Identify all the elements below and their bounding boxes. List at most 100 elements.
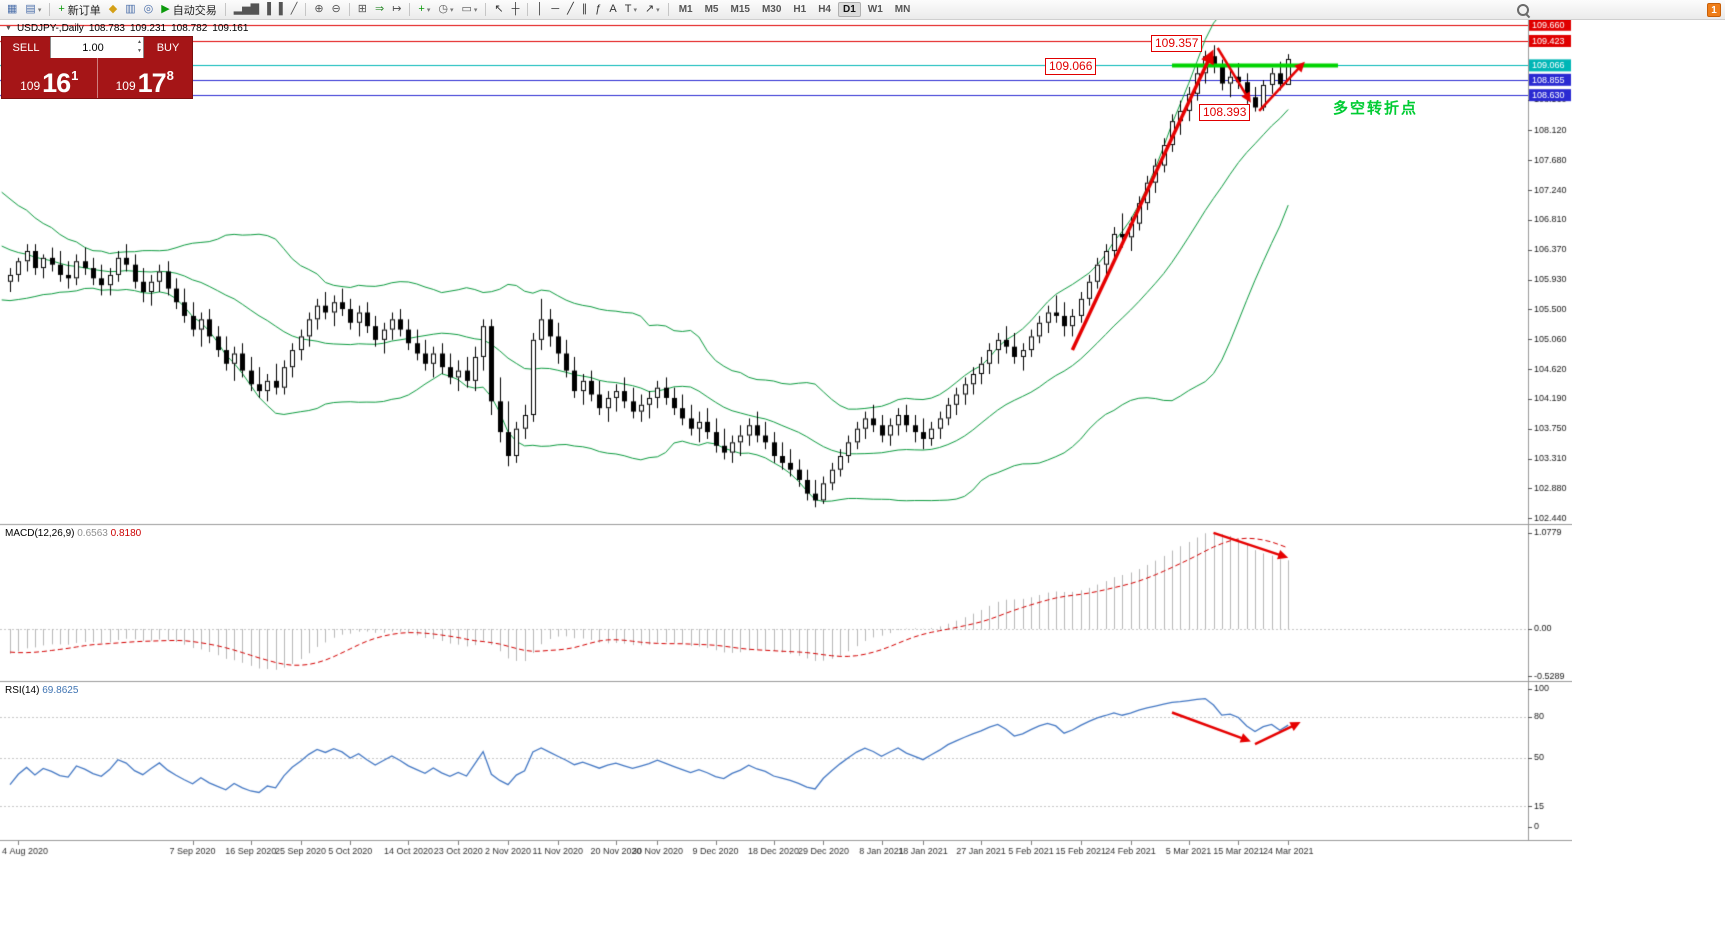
ohlc-open: 108.783 [88, 23, 125, 34]
timeframe-h1[interactable]: H1 [793, 4, 807, 15]
volume-stepper[interactable]: ▲ ▼ [137, 39, 142, 54]
vertical-line-icon[interactable]: │ [533, 1, 546, 18]
market-watch-icon[interactable]: ▥ [122, 1, 138, 18]
toolbar-separator [305, 3, 307, 16]
trendline-icon[interactable]: ╱ [564, 1, 577, 18]
new-order-button-label: 新订单 [67, 4, 101, 17]
buy-price-button[interactable]: 109 17 8 [98, 58, 193, 98]
annotation-peak-price[interactable]: 109.357 [1151, 35, 1203, 52]
line-chart-mode-icon[interactable]: ╱ [288, 1, 301, 18]
timeframe-m5[interactable]: M5 [704, 4, 719, 15]
equidistant-channel-icon[interactable]: ∥ [579, 1, 591, 18]
autotrading-button-label: 自动交易 [172, 4, 217, 17]
strategy-tester-icon-glyph: ◎ [143, 3, 154, 15]
chart-shift-icon[interactable]: ↦ [389, 1, 404, 18]
toolbar-separator [348, 3, 350, 16]
fibonacci-icon-glyph: ƒ [595, 3, 602, 15]
ask-prefix: 109 [115, 79, 136, 93]
timeframe-mn[interactable]: MN [894, 4, 911, 15]
autotrading-button[interactable]: ▶ 自动交易 [158, 1, 219, 18]
annotation-turning-point-text[interactable]: 多空转折点 [1333, 100, 1419, 117]
arrows-tool-icon[interactable]: ↗ ▾ [642, 1, 663, 18]
macd-value-main: 0.6563 [77, 528, 108, 539]
annotation-level-price[interactable]: 109.066 [1045, 58, 1097, 75]
text-label-icon-glyph: T [624, 3, 632, 15]
bar-chart-mode-icon-glyph: ▂▅▇ [233, 3, 260, 15]
timeframe-m30[interactable]: M30 [761, 4, 782, 15]
indicators-icon[interactable]: + ▾ [415, 1, 433, 18]
candlestick-mode-icon[interactable]: ▌▐ [264, 1, 286, 18]
buy-button[interactable]: BUY [144, 37, 192, 58]
zoom-out-icon[interactable]: ⊖ [329, 1, 344, 18]
timeframe-m1[interactable]: M1 [678, 4, 693, 15]
volume-field: ▲▼ [50, 37, 144, 58]
timeframe-m15[interactable]: M15 [730, 4, 750, 15]
toolbar-separator [527, 3, 529, 16]
timeframe-d1[interactable]: D1 [838, 2, 861, 17]
cursor-icon[interactable]: ↖ [491, 1, 506, 18]
metaeditor-icon[interactable]: ◆ [106, 1, 120, 18]
magnifier-glass [1517, 4, 1529, 16]
sell-price-button[interactable]: 109 16 1 [2, 58, 98, 98]
timeframe-buttons: M1 M5 M15 M30 H1 H4 D1 W1 MN [673, 2, 917, 17]
vertical-line-icon-glyph: │ [536, 3, 544, 15]
ask-big-digits: 17 [137, 68, 167, 98]
templates-icon[interactable]: ▭ ▾ [459, 1, 481, 18]
sell-button[interactable]: SELL [2, 37, 50, 58]
toolbar-separator [49, 3, 51, 16]
notification-badge[interactable]: 1 [1707, 3, 1721, 17]
line-chart-mode-icon-glyph: ╱ [290, 3, 298, 15]
chart-profiles-icon-caret: ▾ [37, 6, 42, 14]
crosshair-icon-glyph: ┼ [511, 3, 520, 15]
ohlc-low: 108.782 [171, 23, 208, 34]
equidistant-channel-icon-glyph: ∥ [581, 3, 588, 15]
chart-symbol-header: ▼ USDJPY-,Daily 108.783 109.231 108.782 … [5, 23, 248, 34]
zoom-in-icon[interactable]: ⊕ [311, 1, 326, 18]
volume-input[interactable] [51, 37, 143, 58]
auto-scroll-icon-glyph: ⇒ [374, 3, 385, 15]
search-icon[interactable] [1516, 3, 1531, 19]
auto-scroll-icon[interactable]: ⇒ [372, 1, 387, 18]
chart-profiles-icon[interactable]: ▤ ▾ [22, 1, 44, 18]
bar-chart-mode-icon[interactable]: ▂▅▇ [231, 1, 262, 18]
ask-pip-digit: 8 [166, 68, 174, 83]
timeframe-w1[interactable]: W1 [867, 4, 883, 15]
bid-pip-digit: 1 [71, 68, 79, 83]
toolbar-separator [409, 3, 411, 16]
zoom-out-icon-glyph: ⊖ [331, 3, 341, 15]
new-order-button-glyph: + [58, 3, 65, 15]
macd-indicator-label: MACD(12,26,9) 0.6563 0.8180 [5, 528, 141, 539]
candlestick-mode-icon-glyph: ▌▐ [267, 3, 283, 15]
indicators-icon-glyph: + [418, 3, 425, 15]
macd-value-signal: 0.8180 [110, 528, 142, 539]
chart-profiles-icon-glyph: ▤ [25, 3, 36, 15]
text-icon-glyph: A [609, 3, 617, 15]
new-order-button[interactable]: + 新订单 [55, 1, 103, 18]
collapse-one-click-icon[interactable]: ▼ [5, 25, 12, 32]
price-chart-canvas[interactable] [0, 20, 1572, 860]
ohlc-close: 109.161 [212, 23, 249, 34]
macd-name: MACD(12,26,9) [5, 528, 75, 539]
timeframe-h4[interactable]: H4 [818, 4, 831, 15]
chart-window: ▼ USDJPY-,Daily 108.783 109.231 108.782 … [0, 20, 1572, 860]
fibonacci-icon[interactable]: ƒ [592, 1, 604, 18]
new-chart-icon-glyph: ▦ [7, 3, 18, 15]
periodicity-icon[interactable]: ◷ ▾ [435, 1, 456, 18]
new-chart-icon[interactable]: ▦ [4, 1, 20, 18]
bid-big-digits: 16 [42, 68, 71, 98]
periodicity-icon-caret: ▾ [449, 6, 454, 14]
text-label-icon[interactable]: T ▾ [622, 1, 640, 18]
text-icon[interactable]: A [606, 1, 619, 18]
annotation-low-price[interactable]: 108.393 [1199, 104, 1251, 121]
chart-shift-icon-glyph: ↦ [392, 3, 402, 15]
horizontal-line-icon[interactable]: ─ [548, 1, 562, 18]
crosshair-icon[interactable]: ┼ [509, 1, 523, 18]
rsi-indicator-label: RSI(14) 69.8625 [5, 685, 78, 696]
arrows-tool-icon-caret: ▾ [656, 6, 660, 14]
horizontal-line-icon-glyph: ─ [551, 3, 560, 15]
templates-icon-caret: ▾ [473, 6, 478, 14]
tile-windows-icon[interactable]: ⊞ [355, 1, 370, 18]
strategy-tester-icon[interactable]: ◎ [141, 1, 157, 18]
toolbar-items: ▦ ▤ ▾ + 新订单 ◆ ▥ ◎ ▶ 自动交易 ▂▅▇ ▌▐ ╱ ⊕ ⊖ ⊞ ⇒ ↦ + ▾ ◷ ▾ ▭ ▾ ↖ ┼ │ ─ ╱ ∥ ƒ A… [3, 1, 673, 18]
toolbar-separator [224, 3, 226, 16]
